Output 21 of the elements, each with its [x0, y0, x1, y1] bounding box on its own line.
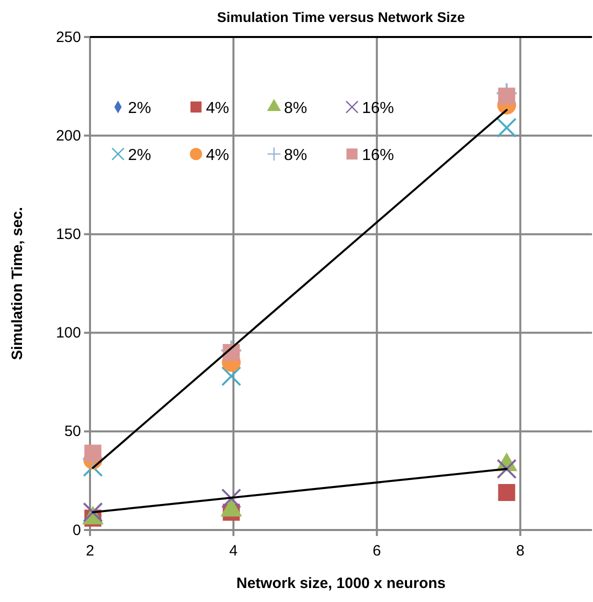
x-tick-label: 2	[86, 542, 94, 560]
legend-label: 8%	[284, 147, 308, 164]
legend-label: 4%	[206, 100, 230, 117]
legend-label: 2%	[128, 147, 152, 164]
x-tick-label: 4	[229, 542, 238, 560]
x-axis-title: Network size, 1000 x neurons	[236, 575, 446, 592]
y-tick-label: 100	[56, 324, 81, 342]
y-tick-label: 200	[56, 127, 81, 144]
chart-title: Simulation Time versus Network Size	[217, 9, 466, 25]
legend-label: 8%	[284, 100, 308, 117]
x-tick-label: 8	[516, 542, 524, 560]
x-tick-label: 6	[372, 542, 382, 560]
y-axis-title: Simulation Time, sec.	[9, 206, 26, 360]
y-tick-label: 250	[56, 28, 81, 46]
legend-label: 2%	[128, 100, 152, 117]
y-tick-label: 50	[64, 423, 81, 440]
legend-label: 16%	[362, 100, 394, 117]
legend-label: 4%	[206, 147, 230, 164]
y-tick-label: 0	[72, 522, 81, 539]
legend-label: 16%	[362, 147, 394, 164]
y-tick-label: 150	[56, 226, 81, 243]
